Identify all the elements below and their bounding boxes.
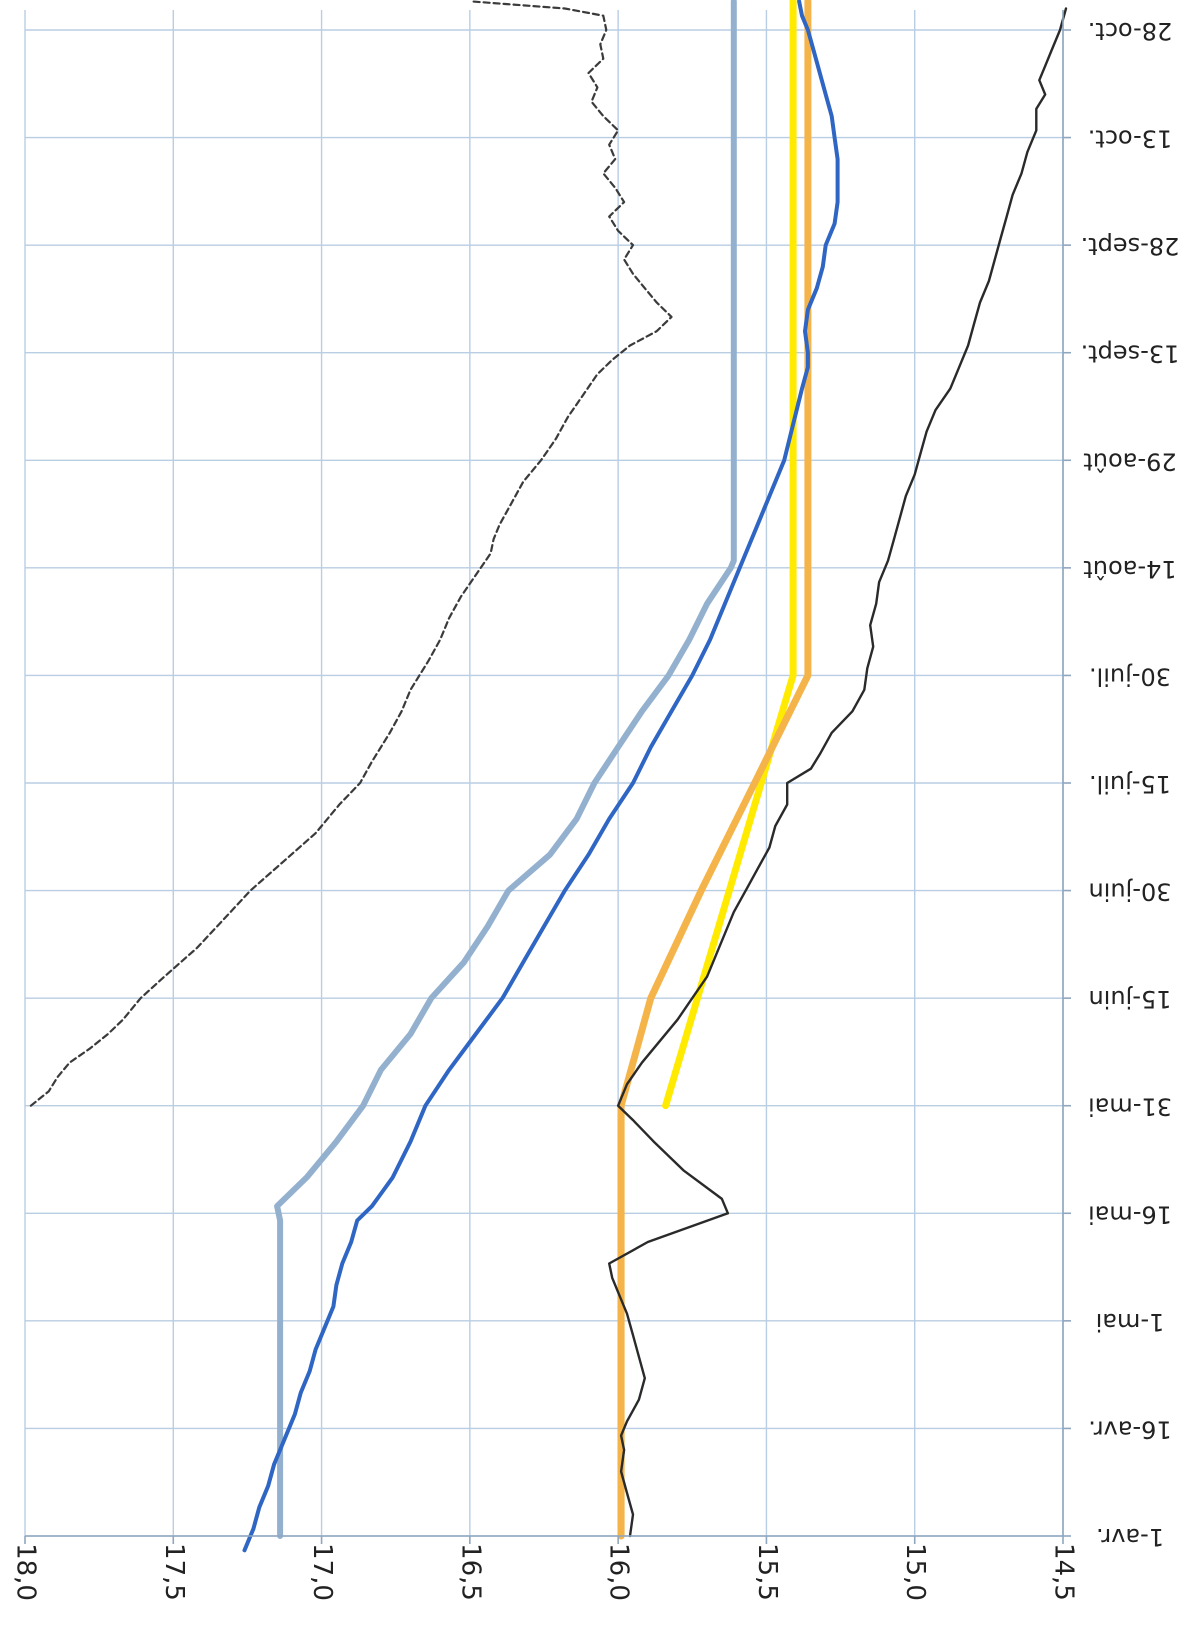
- date-tick-label: 28-oct.: [1088, 17, 1173, 45]
- date-tick-label: 1-avr.: [1096, 1523, 1164, 1551]
- date-tick-label: 13-sept.: [1081, 340, 1180, 368]
- series-line-0: [29, 0, 673, 1107]
- value-tick-label: 16,5: [455, 1543, 485, 1601]
- value-tick-label: 14,5: [1049, 1543, 1079, 1601]
- date-tick-label: 31-mai: [1088, 1093, 1172, 1121]
- value-tick-label: 17,0: [307, 1543, 337, 1601]
- value-tick-label: 15,0: [900, 1543, 930, 1601]
- chart-grid: [24, 10, 1064, 1537]
- series-line-1: [274, 0, 737, 1539]
- date-tick-label: 15-juin: [1089, 985, 1172, 1013]
- date-tick-label: 14-août: [1083, 555, 1176, 583]
- date-tick-label: 30-juin: [1089, 878, 1172, 906]
- value-tick-label: 16,0: [604, 1543, 634, 1601]
- value-tick-label: 17,5: [159, 1543, 189, 1601]
- date-tick-label: 30-juil.: [1089, 662, 1171, 690]
- chart-tick-labels: 18,0 17,5 17,0 16,5 16,0 15,5 15,0 14,5 1-avr. 16…: [11, 17, 1180, 1601]
- date-tick-label: 13-oct.: [1088, 125, 1173, 153]
- date-tick-label: 1-mai: [1096, 1308, 1165, 1336]
- date-tick-label: 15-juil.: [1089, 770, 1171, 798]
- chart-series: [29, 0, 1068, 1553]
- date-tick-label: 29-août: [1083, 447, 1176, 475]
- date-tick-label: 16-avr.: [1088, 1415, 1171, 1443]
- date-tick-label: 16-mai: [1088, 1200, 1172, 1228]
- series-line-3: [617, 0, 812, 1540]
- series-line-2: [662, 0, 797, 1110]
- chart-axes: [24, 10, 1071, 1544]
- value-tick-label: 15,5: [752, 1543, 782, 1601]
- series-line-4: [608, 7, 1068, 1538]
- value-tick-label: 18,0: [11, 1543, 41, 1601]
- date-tick-label: 28-sept.: [1081, 232, 1180, 260]
- series-line-5: [242, 0, 840, 1553]
